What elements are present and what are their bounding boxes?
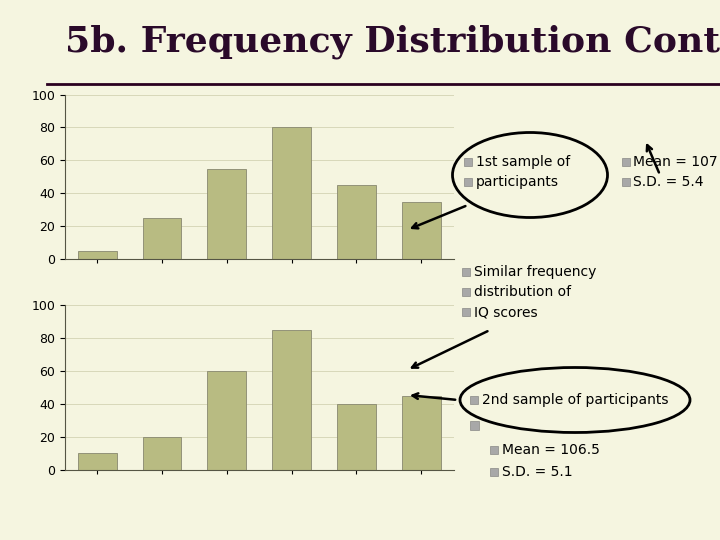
Bar [143, 218, 181, 259]
Bar [207, 371, 246, 470]
Bar [337, 185, 376, 259]
Bar [462, 268, 470, 276]
Text: 1st sample of: 1st sample of [476, 155, 570, 169]
Bar [272, 127, 311, 259]
Text: distribution of: distribution of [474, 285, 571, 299]
Bar [470, 421, 479, 429]
Bar [78, 251, 117, 259]
Bar [143, 437, 181, 470]
Bar [462, 288, 470, 296]
Text: Mean = 106.5: Mean = 106.5 [502, 443, 600, 457]
Text: S.D. = 5.1: S.D. = 5.1 [502, 465, 572, 479]
Text: Mean = 107: Mean = 107 [633, 155, 718, 169]
Bar [464, 158, 472, 166]
Bar [78, 454, 117, 470]
Bar [402, 396, 441, 470]
Bar [490, 468, 498, 476]
Text: Similar frequency: Similar frequency [474, 265, 596, 279]
Bar [402, 201, 441, 259]
Bar [207, 168, 246, 259]
Bar [462, 308, 470, 316]
Bar [272, 330, 311, 470]
Text: participants: participants [476, 175, 559, 189]
Bar [464, 178, 472, 186]
Text: S.D. = 5.4: S.D. = 5.4 [633, 175, 703, 189]
Text: IQ scores: IQ scores [474, 305, 538, 319]
Bar [337, 404, 376, 470]
Bar [622, 158, 630, 166]
Text: 2nd sample of participants: 2nd sample of participants [482, 393, 668, 407]
Bar [622, 178, 630, 186]
Bar [490, 446, 498, 454]
Text: 5b. Frequency Distribution Control: 5b. Frequency Distribution Control [65, 24, 720, 59]
Bar [470, 396, 478, 404]
